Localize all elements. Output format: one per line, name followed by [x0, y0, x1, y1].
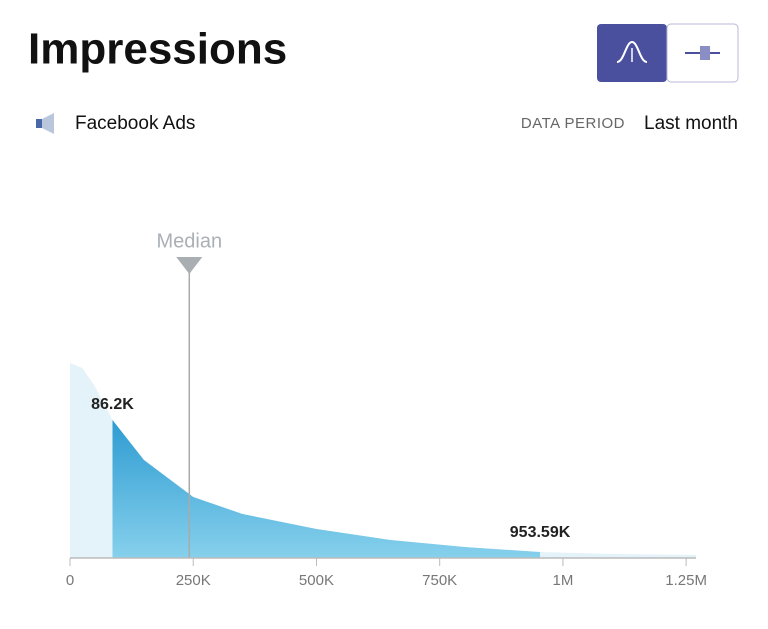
x-tick-label: 1.25M: [665, 572, 707, 589]
range-label: 86.2K: [91, 396, 134, 413]
period-label: DATA PERIOD: [521, 115, 625, 132]
x-tick-label: 1M: [552, 572, 573, 589]
x-tick-label: 750K: [422, 572, 457, 589]
period-value[interactable]: Last month: [644, 113, 738, 134]
view-toggle: [597, 23, 739, 83]
megaphone-icon: [36, 113, 54, 134]
boxplot-icon-box: [700, 46, 710, 60]
density-icon: [616, 40, 648, 63]
range-area: [112, 420, 541, 558]
x-tick-label: 0: [66, 572, 74, 589]
page-title: Impressions: [28, 25, 287, 74]
x-tick-label: 500K: [299, 572, 334, 589]
chart: 86.2K 953.59K Median 0 250K 500K 750K 1M 1.25M: [66, 230, 707, 589]
range-label: 953.59K: [510, 524, 571, 541]
x-tick-label: 250K: [176, 572, 211, 589]
median-label: Median: [156, 230, 222, 252]
source-label: Facebook Ads: [75, 113, 195, 134]
median-marker: [176, 257, 203, 274]
